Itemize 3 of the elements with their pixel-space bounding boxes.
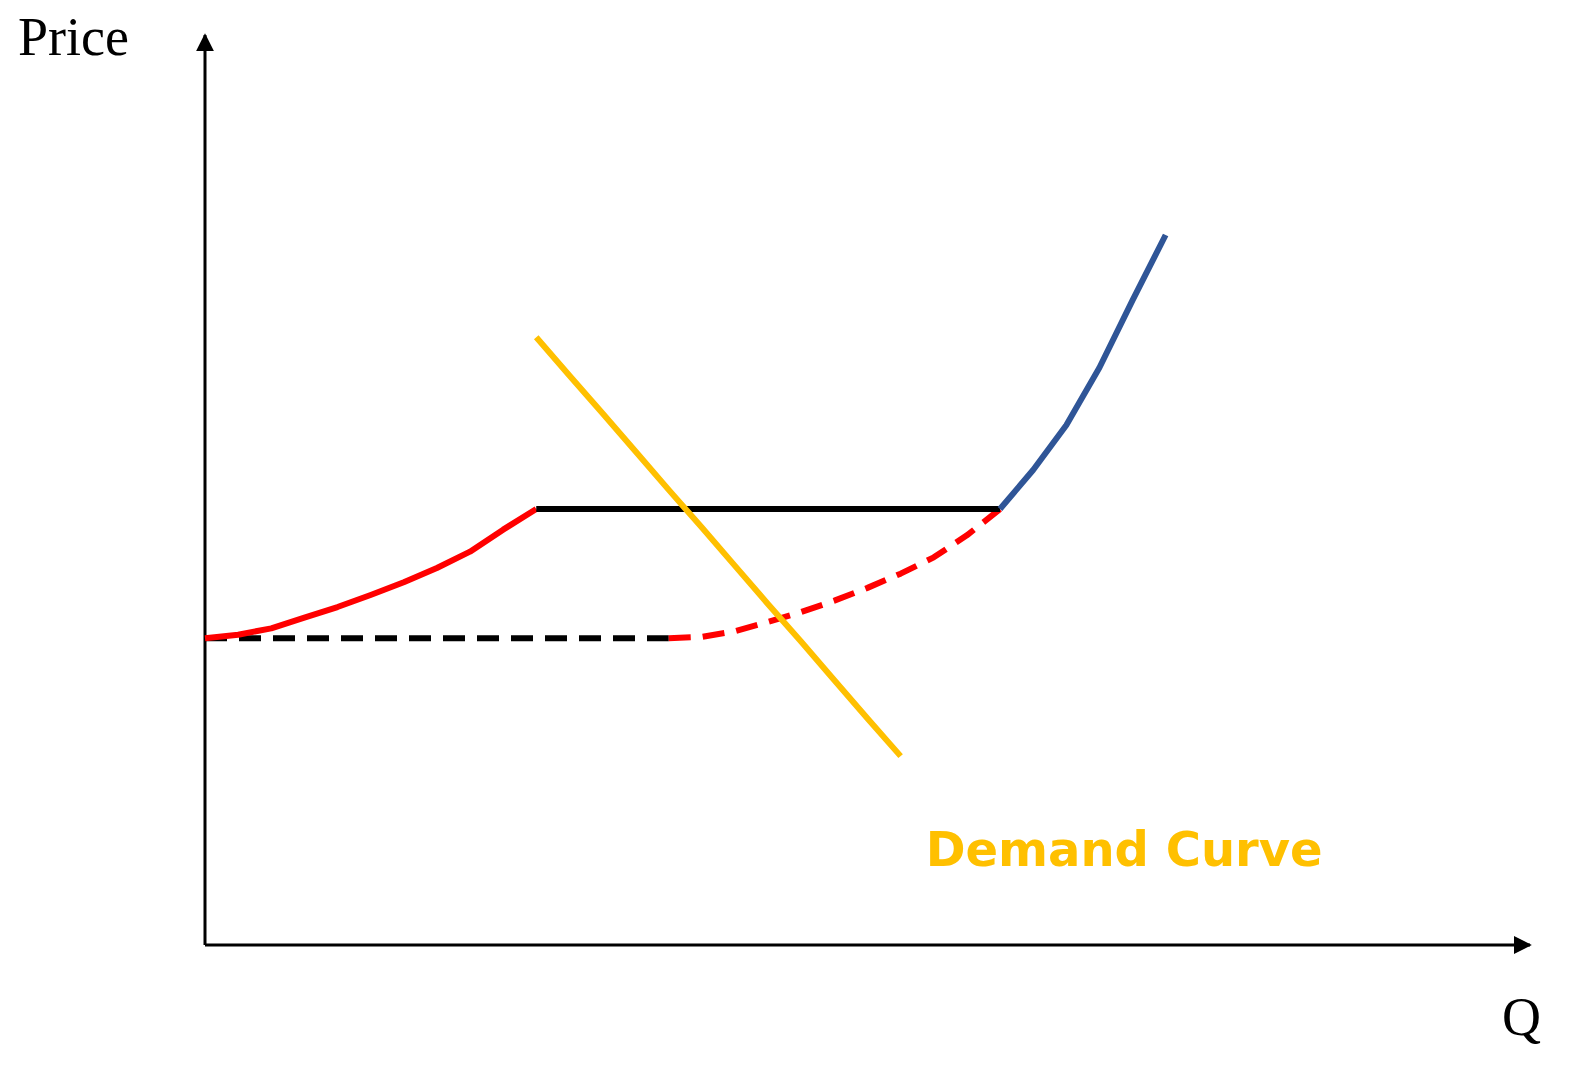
y-axis-title: Price	[18, 7, 129, 67]
x-axis-title: Q	[1502, 987, 1541, 1047]
series-label: Demand Curve	[925, 821, 1323, 878]
